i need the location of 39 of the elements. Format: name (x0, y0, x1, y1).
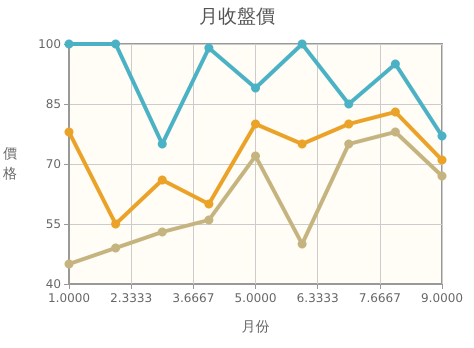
point (344, 120, 354, 128)
point (158, 228, 167, 236)
point (111, 40, 120, 48)
point (251, 120, 260, 128)
y-tick-label: 70 (46, 157, 61, 171)
x-tick-label: 9.0000 (421, 291, 463, 305)
point (64, 260, 74, 268)
point (438, 156, 446, 164)
x-tick-label: 7.6667 (358, 291, 401, 305)
point (204, 44, 214, 52)
y-tick-label: 85 (46, 97, 61, 111)
point (204, 216, 214, 224)
point (298, 40, 307, 48)
point (390, 60, 400, 68)
point (438, 132, 446, 140)
x-axis-title: 月份 (242, 319, 270, 335)
x-tick-label: 1.0000 (48, 291, 90, 305)
point (390, 128, 400, 136)
chart-title: 月收盤價 (199, 6, 275, 28)
point (438, 172, 446, 180)
point (64, 128, 74, 136)
point (111, 244, 120, 252)
y-tick-label: 100 (38, 37, 61, 51)
y-tick-label: 55 (46, 217, 61, 231)
point (111, 220, 120, 228)
x-tick-label: 3.6667 (172, 291, 214, 305)
point (251, 152, 260, 160)
x-tick-label: 2.3333 (110, 291, 152, 305)
x-tick-label: 5.0000 (234, 291, 276, 305)
y-tick-label: 40 (46, 277, 61, 291)
point (344, 100, 354, 108)
point (204, 200, 214, 208)
x-tick-label: 6.3333 (296, 291, 339, 305)
point (298, 140, 307, 148)
y-axis-title: 價格 (2, 146, 17, 182)
point (344, 140, 354, 148)
point (390, 108, 400, 116)
point (158, 176, 167, 184)
point (251, 84, 260, 92)
